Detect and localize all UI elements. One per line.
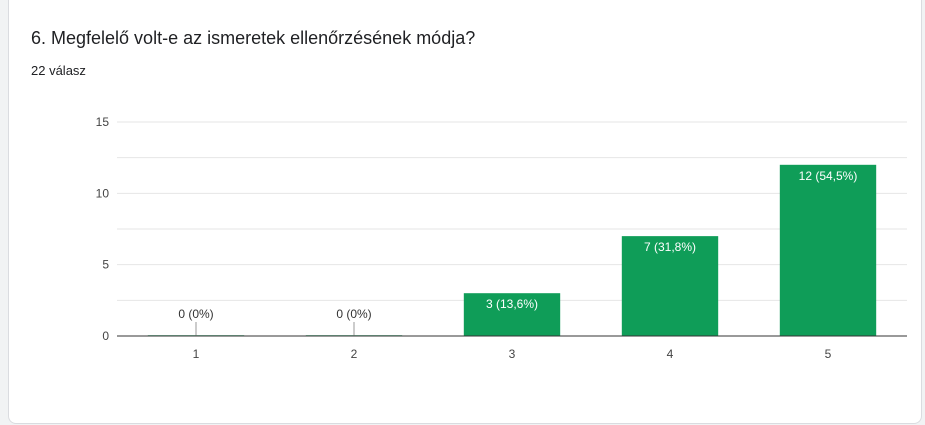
bar-chart: 0 5 10 15 0 (0%) 1 0 (0%) 2 3 (13,6%) 3 7 (31,8%) 4… bbox=[96, 115, 907, 361]
data-label: 0 (0%) bbox=[336, 307, 371, 321]
y-tick-label: 15 bbox=[96, 115, 110, 129]
bar bbox=[621, 236, 719, 336]
x-tick-label: 4 bbox=[667, 347, 674, 361]
question-card: 6. Megfelelő volt-e az ismeretek ellenőr… bbox=[8, 0, 922, 424]
x-tick-label: 1 bbox=[193, 347, 200, 361]
x-tick-label: 2 bbox=[351, 347, 358, 361]
data-label: 12 (54,5%) bbox=[799, 169, 858, 183]
bar bbox=[463, 293, 561, 336]
x-tick-label: 3 bbox=[509, 347, 516, 361]
x-tick-label: 5 bbox=[825, 347, 832, 361]
y-tick-label: 5 bbox=[102, 258, 109, 272]
bar bbox=[779, 164, 877, 336]
response-count: 22 válasz bbox=[31, 63, 86, 78]
y-tick-label: 0 bbox=[102, 329, 109, 343]
data-label: 0 (0%) bbox=[178, 307, 213, 321]
question-title: 6. Megfelelő volt-e az ismeretek ellenőr… bbox=[31, 28, 476, 48]
data-label: 3 (13,6%) bbox=[486, 297, 538, 311]
y-tick-label: 10 bbox=[96, 186, 110, 200]
data-label: 7 (31,8%) bbox=[644, 240, 696, 254]
